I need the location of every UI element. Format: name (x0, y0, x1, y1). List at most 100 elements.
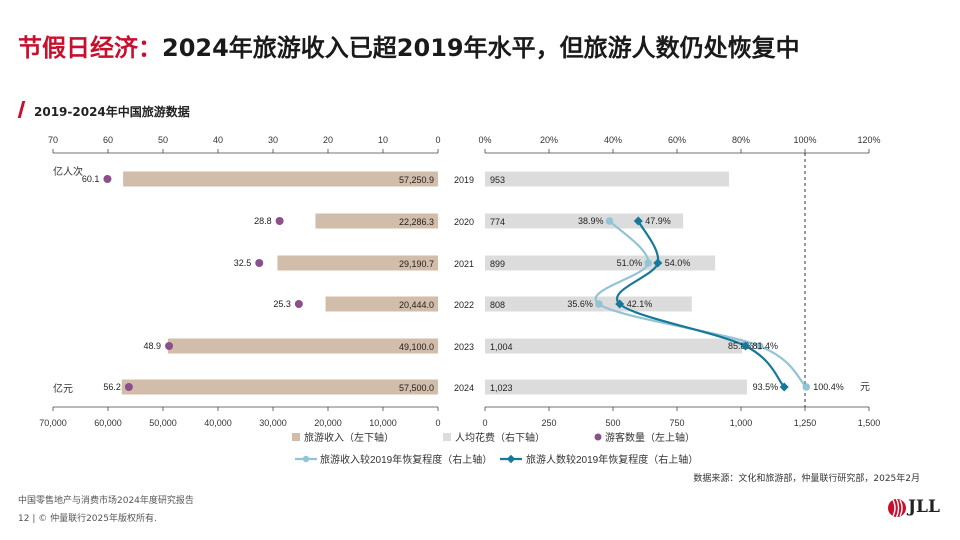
visitors-recovery-label: 47.9% (645, 216, 671, 226)
spending-bar (485, 379, 747, 395)
spending-bar-label: 1,023 (490, 383, 513, 393)
left-top-tick-label: 0 (435, 135, 440, 145)
visitors-recovery-label: 54.0% (665, 258, 691, 268)
left-top-tick-label: 30 (268, 135, 278, 145)
right-bottom-tick-label: 750 (669, 418, 684, 428)
spending-bar (485, 213, 684, 229)
spending-bar-label: 774 (490, 217, 505, 227)
copyright: 12 | © 仲量联行2025年版权所有. (18, 514, 157, 524)
right-top-tick-label: 60% (668, 135, 686, 145)
legend-spending-label: 人均花费（右下轴） (455, 431, 545, 444)
visitors-recovery-label: 42.1% (627, 299, 653, 309)
spending-bar-label: 1,004 (490, 342, 513, 352)
right-bottom-tick-label: 0 (482, 418, 487, 428)
left-bottom-tick-label: 60,000 (94, 418, 122, 428)
year-label: 2019 (454, 175, 474, 185)
revenue-bar-label: 29,190.7 (399, 259, 434, 269)
visitors-dot (103, 175, 112, 183)
report-name: 中国零售地产与消费市场2024年度研究报告 (18, 496, 194, 506)
legend-visitors-recovery-label: 旅游人数较2019年恢复程度（右上轴） (526, 453, 698, 466)
right-top-tick-label: 100% (793, 135, 816, 145)
spending-bar-label: 953 (490, 175, 505, 185)
visitors-dot-label: 32.5 (234, 258, 252, 268)
year-label: 2021 (454, 259, 474, 269)
visitors-recovery-point (615, 299, 625, 309)
visitors-dot (124, 383, 133, 391)
left-top-tick-label: 60 (103, 135, 113, 145)
left-bottom-tick-label: 40,000 (204, 418, 232, 428)
left-top-tick-label: 20 (323, 135, 333, 145)
revenue-bar-label: 20,444.0 (399, 300, 434, 310)
visitors-dot-label: 56.2 (103, 382, 121, 392)
revenue-bar-label: 22,286.3 (399, 217, 434, 227)
visitors-dot (165, 342, 174, 350)
right-bottom-tick-label: 1,500 (858, 418, 881, 428)
revenue-recovery-label: 35.6% (567, 299, 593, 309)
right-top-tick-label: 120% (857, 135, 880, 145)
revenue-bar (121, 379, 438, 395)
left-top-axis-unit: 亿人次 (53, 165, 83, 178)
revenue-recovery-point (644, 259, 652, 267)
year-label: 2020 (454, 217, 474, 227)
logo-text: JLL (908, 497, 940, 517)
revenue-recovery-point (595, 300, 603, 308)
visitors-dot (275, 217, 284, 225)
year-label: 2022 (454, 300, 474, 310)
chart-subtitle: 2019-2024年中国旅游数据 (34, 105, 190, 119)
legend-visitors-label: 游客数量（左上轴） (605, 431, 695, 444)
revenue-recovery-label: 51.0% (617, 258, 643, 268)
revenue-recovery-point (755, 342, 764, 350)
spending-bar (485, 338, 743, 354)
visitors-dot-label: 28.8 (254, 216, 272, 226)
right-bottom-tick-label: 250 (541, 418, 556, 428)
visitors-dot (255, 259, 264, 267)
revenue-bar (277, 255, 438, 271)
right-bottom-axis-unit: 元 (860, 382, 870, 393)
year-label: 2023 (454, 342, 474, 352)
spending-bar (485, 171, 729, 187)
left-top-tick-label: 50 (158, 135, 168, 145)
title-black: 2024年旅游收入已超2019年水平，但旅游人数仍处恢复中 (162, 34, 800, 62)
right-top-tick-label: 40% (604, 135, 622, 145)
visitors-dot-label: 25.3 (273, 299, 291, 309)
left-top-tick-label: 40 (213, 135, 223, 145)
legend-visitors-swatch (594, 433, 602, 441)
left-bottom-tick-label: 10,000 (369, 418, 397, 428)
right-bottom-tick-label: 1,000 (730, 418, 753, 428)
visitors-recovery-label: 81.4% (752, 341, 778, 351)
right-bottom-tick-label: 1,250 (794, 418, 817, 428)
revenue-recovery-label: 85.8% (728, 341, 754, 351)
visitors-dot-label: 48.9 (144, 341, 162, 351)
legend-visitors-recovery-marker (506, 454, 516, 464)
visitors-recovery-point (740, 341, 751, 351)
source-note: 数据来源：文化和旅游部，仲量联行研究部，2025年2月 (693, 474, 920, 484)
revenue-bar-label: 57,500.0 (399, 383, 434, 393)
revenue-recovery-label: 38.9% (578, 216, 604, 226)
revenue-recovery-label: 100.4% (813, 382, 844, 392)
left-bottom-axis-unit: 亿元 (53, 382, 73, 395)
jll-logo-icon (888, 498, 906, 518)
left-top-tick-label: 70 (48, 135, 58, 145)
revenue-recovery-point (605, 217, 614, 225)
spending-bar (485, 296, 692, 312)
revenue-bar (325, 296, 438, 312)
legend-revenue-label: 旅游收入（左下轴） (304, 431, 394, 444)
year-label: 2024 (454, 383, 474, 393)
left-bottom-tick-label: 20,000 (314, 418, 342, 428)
revenue-bar (315, 213, 438, 229)
spending-bar-label: 899 (490, 259, 505, 269)
revenue-bar-label: 49,100.0 (399, 342, 434, 352)
right-top-tick-label: 20% (540, 135, 558, 145)
spending-bar-label: 808 (490, 300, 505, 310)
legend-revenue-recovery-marker (302, 455, 310, 463)
revenue-bar (167, 338, 438, 354)
legend-revenue-recovery-label: 旅游收入较2019年恢复程度（右上轴） (320, 453, 492, 466)
revenue-bar-label: 57,250.9 (399, 175, 434, 185)
legend-spending-swatch (443, 433, 451, 441)
visitors-dot-label: 60.1 (82, 174, 100, 184)
left-bottom-tick-label: 50,000 (149, 418, 177, 428)
revenue-recovery-point (802, 383, 811, 391)
right-bottom-tick-label: 500 (605, 418, 620, 428)
left-bottom-tick-label: 0 (435, 418, 440, 428)
